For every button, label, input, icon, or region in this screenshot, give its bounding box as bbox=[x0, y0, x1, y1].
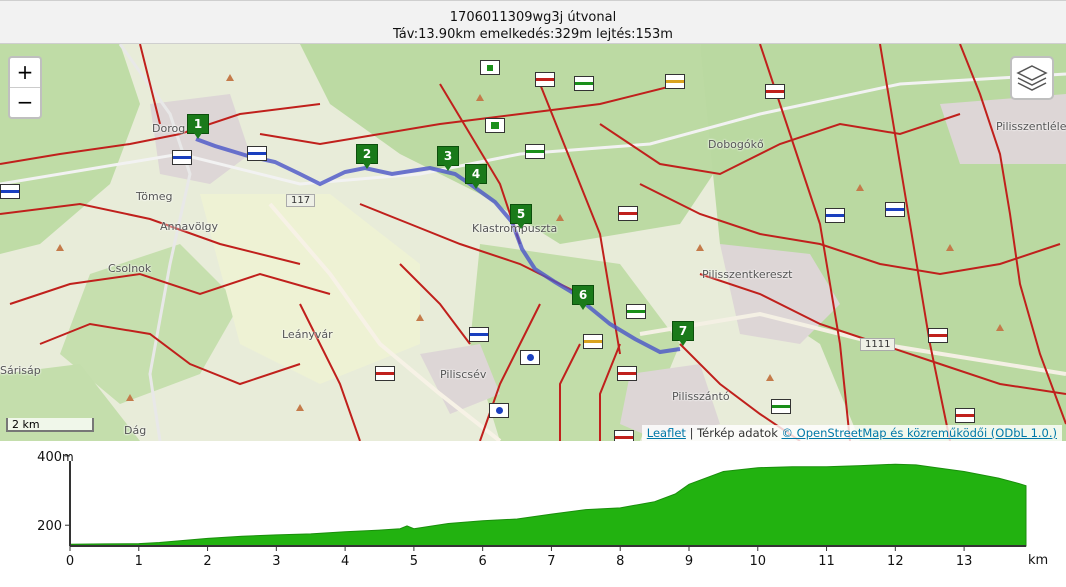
leaflet-link[interactable]: Leaflet bbox=[646, 426, 686, 440]
road-line bbox=[639, 311, 1066, 376]
place-label: Sárisáp bbox=[0, 364, 41, 377]
forest-area bbox=[60, 244, 240, 404]
trail-sign-icon[interactable] bbox=[375, 366, 395, 381]
x-tick-label: 3 bbox=[272, 554, 280, 569]
place-label: Annavölgy bbox=[160, 220, 218, 233]
place-label: Piliscsév bbox=[440, 368, 487, 381]
place-label: Pilisszántó bbox=[672, 390, 730, 403]
x-tick-label: 9 bbox=[685, 554, 693, 569]
route-title: 1706011309wg3j útvonal bbox=[449, 10, 617, 25]
trail-sign-icon[interactable] bbox=[583, 334, 603, 349]
trail-sign-icon[interactable] bbox=[485, 118, 505, 133]
map-view[interactable]: Dorog Tömeg Leányvár Klastrompuszta Pili… bbox=[0, 44, 1066, 441]
road-line bbox=[0, 72, 1066, 186]
x-tick-label: 6 bbox=[479, 554, 487, 569]
trail-sign-icon[interactable] bbox=[626, 304, 646, 319]
x-tick-label: 13 bbox=[956, 554, 973, 569]
zoom-out-button[interactable]: − bbox=[10, 87, 40, 117]
trail-sign-icon[interactable] bbox=[469, 327, 489, 342]
x-tick-label: 7 bbox=[547, 554, 555, 569]
trail-sign-icon[interactable] bbox=[574, 76, 594, 91]
x-tick-label: 8 bbox=[616, 554, 624, 569]
trail-sign-icon[interactable] bbox=[525, 144, 545, 159]
x-tick-label: 10 bbox=[749, 554, 766, 569]
waypoint-marker[interactable]: 2 bbox=[356, 144, 378, 169]
x-axis-label: km bbox=[1028, 553, 1048, 568]
trail-sign-icon[interactable] bbox=[480, 60, 500, 75]
place-label: Pilisszentlélek bbox=[996, 120, 1066, 133]
trail-sign-icon[interactable] bbox=[825, 208, 845, 223]
map-attribution: Leaflet | Térkép adatok © OpenStreetMap … bbox=[641, 425, 1062, 441]
trail-sign-icon[interactable] bbox=[520, 350, 540, 365]
waypoint-marker[interactable]: 4 bbox=[465, 164, 487, 189]
trail-sign-icon[interactable] bbox=[0, 184, 20, 199]
road-line bbox=[268, 202, 502, 441]
y-tick-label: 400 bbox=[37, 450, 62, 465]
elevation-profile[interactable]: 0 1 2 3 4 5 6 7 8 9 10 11 12 13 200 400 m km bbox=[0, 441, 1066, 583]
x-tick-label: 0 bbox=[66, 554, 74, 569]
y-tick-label: 200 bbox=[37, 519, 62, 534]
waypoint-marker[interactable]: 1 bbox=[187, 114, 209, 139]
trail-sign-icon[interactable] bbox=[247, 146, 267, 161]
scale-bar: 2 km bbox=[6, 418, 94, 432]
trail-sign-icon[interactable] bbox=[771, 399, 791, 414]
osm-link[interactable]: © OpenStreetMap és közreműködői (ODbL 1.… bbox=[781, 426, 1057, 440]
route-line bbox=[195, 137, 681, 355]
trail-sign-icon[interactable] bbox=[618, 206, 638, 221]
layers-button[interactable] bbox=[1010, 56, 1054, 100]
waypoint-marker[interactable]: 6 bbox=[572, 285, 594, 310]
place-label: Pilisszentkereszt bbox=[702, 268, 793, 281]
hiking-trails bbox=[0, 44, 1066, 441]
place-label: Dág bbox=[124, 424, 147, 437]
x-tick-label: 5 bbox=[410, 554, 418, 569]
settlement-area bbox=[940, 94, 1066, 164]
trail-sign-icon[interactable] bbox=[535, 72, 555, 87]
x-tick-label: 2 bbox=[203, 554, 211, 569]
settlement-area bbox=[420, 344, 500, 414]
place-label: Csolnok bbox=[108, 262, 152, 275]
x-tick-label: 11 bbox=[818, 554, 835, 569]
place-label: Dobogókő bbox=[708, 138, 764, 151]
trail-sign-icon[interactable] bbox=[665, 74, 685, 89]
route-stats: Táv:13.90km emelkedés:329m lejtés:153m bbox=[393, 27, 673, 42]
layers-icon bbox=[1016, 65, 1048, 91]
x-tick-label: 4 bbox=[341, 554, 349, 569]
trail-sign-icon[interactable] bbox=[928, 328, 948, 343]
place-label: Klastrompuszta bbox=[472, 222, 558, 235]
x-tick-label: 12 bbox=[887, 554, 904, 569]
y-axis-label: m bbox=[62, 450, 74, 464]
zoom-control: + − bbox=[8, 56, 42, 119]
trail-sign-icon[interactable] bbox=[489, 403, 509, 418]
trail-sign-icon[interactable] bbox=[614, 430, 634, 441]
place-label: Leányvár bbox=[282, 328, 333, 341]
waypoint-marker[interactable]: 3 bbox=[437, 146, 459, 171]
map-canvas bbox=[0, 44, 1066, 441]
x-tick-label: 1 bbox=[135, 554, 143, 569]
trail-sign-icon[interactable] bbox=[172, 150, 192, 165]
waypoint-marker[interactable]: 7 bbox=[672, 321, 694, 346]
place-label: Dorog bbox=[152, 122, 186, 135]
trail-sign-icon[interactable] bbox=[617, 366, 637, 381]
place-label: Tömeg bbox=[136, 190, 173, 203]
zoom-in-button[interactable]: + bbox=[16, 60, 34, 84]
road-line bbox=[118, 44, 192, 441]
trail-sign-icon[interactable] bbox=[885, 202, 905, 217]
settlement-area bbox=[620, 364, 720, 441]
forest-area bbox=[300, 44, 720, 244]
route-header: 1706011309wg3j útvonal Táv:13.90km emelk… bbox=[0, 0, 1066, 44]
road-number-badge: 1111 bbox=[860, 338, 896, 351]
trail-sign-icon[interactable] bbox=[955, 408, 975, 423]
road-number-badge: 117 bbox=[286, 194, 316, 207]
waypoint-marker[interactable]: 5 bbox=[510, 204, 532, 229]
trail-sign-icon[interactable] bbox=[765, 84, 785, 99]
elevation-area bbox=[69, 463, 1027, 547]
attribution-separator: | Térkép adatok bbox=[685, 426, 782, 440]
peak-markers bbox=[56, 74, 1004, 411]
